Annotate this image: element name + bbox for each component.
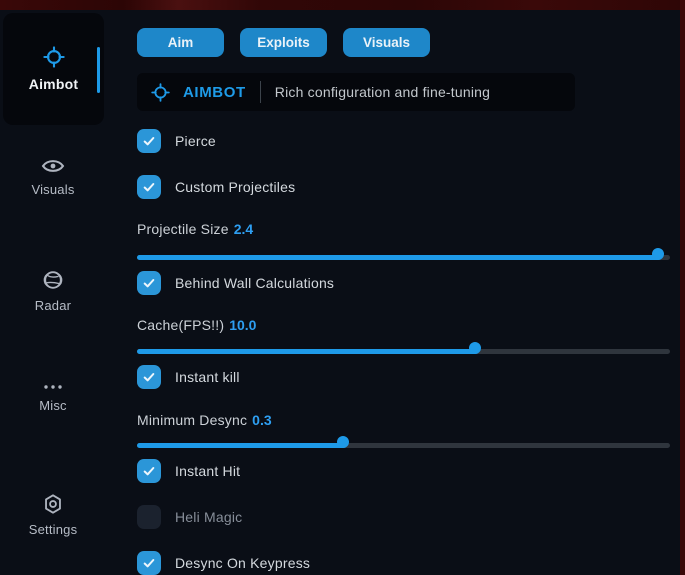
- header-divider: [259, 81, 261, 103]
- sidebar-item-settings[interactable]: Settings: [0, 493, 106, 537]
- slider-label-cache-fps: Cache(FPS!!) 10.0: [137, 317, 256, 334]
- gear-icon: [42, 493, 64, 515]
- slider-fill: [137, 349, 479, 354]
- tab-bar: Aim Exploits Visuals: [137, 28, 430, 57]
- slider-name: Minimum Desync: [137, 412, 248, 428]
- sidebar-item-label: Radar: [34, 298, 72, 313]
- pierce-checkbox[interactable]: [137, 129, 161, 153]
- main-panel: Aim Exploits Visuals AIMBOT Rich configura…: [137, 0, 670, 575]
- active-item-accent-bar: [97, 47, 100, 93]
- checkbox-label: Desync On Keypress: [175, 555, 311, 571]
- sidebar-item-label: Aimbot: [28, 76, 79, 92]
- slider-name: Cache(FPS!!): [137, 317, 225, 333]
- section-header: AIMBOT Rich configuration and fine-tunin…: [137, 73, 575, 111]
- tab-exploits[interactable]: Exploits: [240, 28, 327, 57]
- checkbox-row-heli-magic: Heli Magic: [137, 505, 242, 529]
- checkbox-label: Instant kill: [175, 369, 240, 385]
- checkbox-row-behind-wall-calculations: Behind Wall Calculations: [137, 271, 334, 295]
- heli-magic-checkbox[interactable]: [137, 505, 161, 529]
- game-background-top-strip: [0, 0, 685, 10]
- sidebar-item-misc[interactable]: Misc: [0, 383, 106, 413]
- sidebar-item-label: Settings: [28, 522, 78, 537]
- checkbox-row-instant-kill: Instant kill: [137, 365, 240, 389]
- checkbox-label: Heli Magic: [175, 509, 243, 525]
- minimum-desync-slider-handle[interactable]: [336, 436, 349, 448]
- sidebar-item-aimbot[interactable]: Aimbot: [3, 13, 104, 125]
- checkbox-row-desync-on-keypress: Desync On Keypress: [137, 551, 310, 575]
- checkbox-label: Pierce: [175, 133, 216, 149]
- eye-icon: [41, 157, 65, 175]
- checkbox-row-custom-projectiles: Custom Projectiles: [137, 175, 295, 199]
- projectile-size-slider-handle[interactable]: [651, 248, 664, 260]
- game-background-right-strip: [680, 0, 685, 575]
- projectile-size-slider[interactable]: [137, 248, 670, 260]
- crosshair-icon: [151, 82, 170, 102]
- slider-value: 0.3: [252, 412, 272, 428]
- sidebar-item-label: Misc: [39, 398, 67, 413]
- desync-on-keypress-checkbox[interactable]: [137, 551, 161, 575]
- crosshair-icon: [42, 46, 65, 68]
- checkbox-label: Behind Wall Calculations: [175, 275, 335, 291]
- slider-value: 2.4: [233, 221, 254, 237]
- sidebar-item-label: Visuals: [31, 182, 75, 197]
- checkbox-label: Custom Projectiles: [175, 179, 296, 195]
- section-title: AIMBOT: [183, 83, 246, 101]
- sidebar-item-visuals[interactable]: Visuals: [0, 157, 106, 197]
- checkbox-row-instant-hit: Instant Hit: [137, 459, 240, 483]
- sidebar: Aimbot Visuals Radar Misc Settings: [0, 10, 120, 575]
- sidebar-item-radar[interactable]: Radar: [0, 269, 106, 313]
- cache-fps-slider-handle[interactable]: [469, 342, 482, 354]
- slider-name: Projectile Size: [137, 221, 229, 237]
- custom-projectiles-checkbox[interactable]: [137, 175, 161, 199]
- checkbox-row-pierce: Pierce: [137, 129, 216, 153]
- slider-label-minimum-desync: Minimum Desync 0.3: [137, 412, 272, 429]
- tab-aim[interactable]: Aim: [137, 28, 224, 57]
- checkbox-label: Instant Hit: [175, 463, 241, 479]
- instant-hit-checkbox[interactable]: [137, 459, 161, 483]
- globe-icon: [42, 269, 64, 291]
- tab-visuals[interactable]: Visuals: [343, 28, 430, 57]
- minimum-desync-slider[interactable]: [137, 436, 670, 448]
- slider-label-projectile-size: Projectile Size 2.4: [137, 221, 253, 238]
- instant-kill-checkbox[interactable]: [137, 365, 161, 389]
- slider-fill: [137, 255, 661, 260]
- section-subtitle: Rich configuration and fine-tuning: [274, 84, 491, 100]
- slider-value: 10.0: [229, 317, 257, 333]
- cache-fps-slider[interactable]: [137, 342, 670, 354]
- ellipsis-icon: [41, 383, 65, 391]
- slider-fill: [137, 443, 346, 448]
- behind-wall-calculations-checkbox[interactable]: [137, 271, 161, 295]
